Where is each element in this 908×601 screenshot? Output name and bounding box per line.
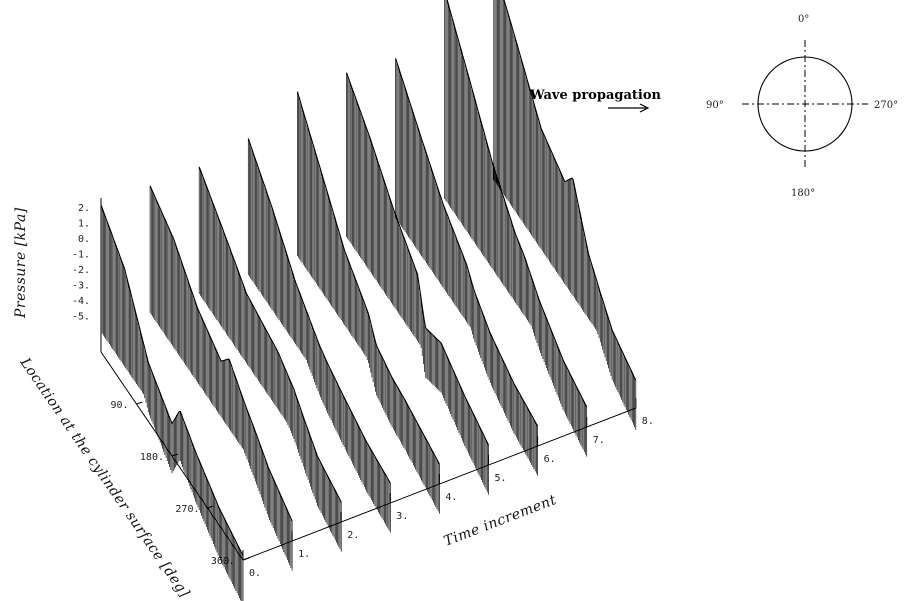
pressure-ticks: 2. 1. 0. -1. -2. -3. -4. -5. — [72, 203, 90, 323]
pressure-curve — [296, 91, 440, 465]
time-tick-label: 8. — [642, 416, 654, 427]
pressure-series-8 — [493, 0, 637, 430]
time-tick-label: 6. — [544, 454, 556, 465]
location-axis-title: Location at the cylinder surface [deg] — [16, 354, 192, 600]
pressure-curve — [503, 0, 637, 381]
pressure-series-6 — [395, 58, 539, 476]
location-tick-mark — [136, 401, 143, 405]
time-tick-label: 5. — [495, 473, 507, 484]
pressure-series-1 — [149, 185, 293, 571]
pressure-tick-label: -2. — [72, 265, 90, 276]
angle-270-label: 270° — [874, 100, 898, 111]
wave-propagation-label: Wave propagation — [529, 88, 661, 103]
pressure-curve — [247, 138, 391, 484]
pressure-tick-label: -5. — [72, 312, 90, 323]
time-tick-label: 7. — [593, 435, 605, 446]
pressure-tick-label: 2. — [78, 203, 90, 214]
pressure-curve — [198, 166, 342, 503]
location-tick-label: 180. — [140, 452, 164, 463]
pressure-tick-label: -3. — [72, 281, 90, 292]
arrowhead-icon — [639, 103, 650, 113]
time-tick-label: 1. — [298, 549, 310, 560]
time-tick-label: 4. — [445, 492, 457, 503]
time-tick-label: 3. — [396, 511, 408, 522]
angle-180-label: 180° — [791, 188, 815, 199]
pressure-curve — [100, 204, 244, 556]
location-tick-label: 90. — [110, 400, 128, 411]
pressure-curve — [345, 72, 489, 446]
pressure-series-7 — [444, 0, 588, 457]
wave-propagation-inset: Wave propagation 0° 90° 270° 180° — [529, 14, 898, 199]
angle-0-label: 0° — [798, 14, 809, 25]
pressure-tick-label: 0. — [78, 234, 90, 245]
location-tick-mark — [242, 557, 250, 561]
pressure-tick-label: -4. — [72, 296, 90, 307]
angle-90-label: 90° — [706, 100, 724, 111]
pressure-curve — [395, 58, 539, 427]
time-tick-label: 0. — [249, 568, 261, 579]
pressure-curve — [446, 0, 588, 408]
time-axis-title: Time increment — [442, 492, 559, 550]
pressure-series-5 — [345, 72, 489, 495]
series-layer — [100, 0, 637, 601]
pressure-series-0 — [100, 204, 244, 601]
pressure-series-3 — [247, 138, 391, 533]
location-tick-label: 270. — [175, 504, 199, 515]
pressure-axis-title: Pressure [kPa] — [13, 207, 29, 319]
pressure-series-2 — [198, 166, 342, 552]
time-tick-label: 2. — [347, 530, 359, 541]
pressure-tick-label: 1. — [78, 219, 90, 230]
pressure-series-4 — [296, 91, 440, 514]
pressure-curve — [149, 185, 293, 522]
pressure-tick-label: -1. — [72, 250, 90, 261]
